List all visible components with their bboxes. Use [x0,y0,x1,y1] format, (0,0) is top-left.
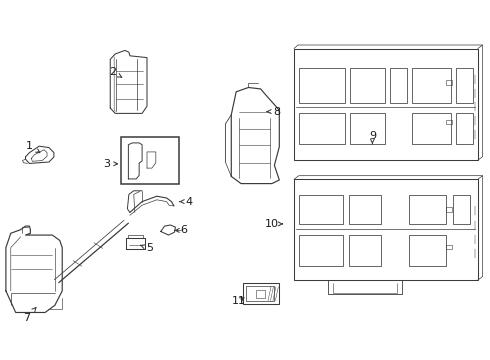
Text: 11: 11 [232,296,245,306]
Bar [409,235,446,266]
Bar [299,113,345,144]
Text: 7: 7 [24,307,36,323]
Bar [349,195,381,224]
Bar [390,68,407,103]
Text: 1: 1 [26,141,40,153]
Text: 8: 8 [267,107,280,117]
Text: 10: 10 [265,219,282,229]
Text: 2: 2 [109,67,122,77]
Bar [256,290,265,298]
Bar [350,113,385,144]
Bar [246,286,274,301]
Bar [446,80,452,85]
Bar [349,235,381,266]
Bar [446,120,452,124]
Text: 5: 5 [141,243,153,253]
Bar [453,195,470,224]
Text: 6: 6 [174,225,187,235]
Bar [412,68,451,103]
Bar [446,207,452,212]
Bar [294,49,478,160]
Bar [446,245,452,249]
Bar [299,68,345,103]
Bar [243,283,279,304]
Bar [294,179,478,280]
Bar [409,195,446,224]
Bar [299,235,343,266]
Bar [412,113,451,144]
Bar [299,195,343,224]
Text: 3: 3 [103,159,118,169]
Text: 4: 4 [179,197,192,207]
Bar [350,68,385,103]
Bar [456,113,473,144]
Bar [456,68,473,103]
Text: 9: 9 [369,131,376,144]
Bar [121,137,179,184]
